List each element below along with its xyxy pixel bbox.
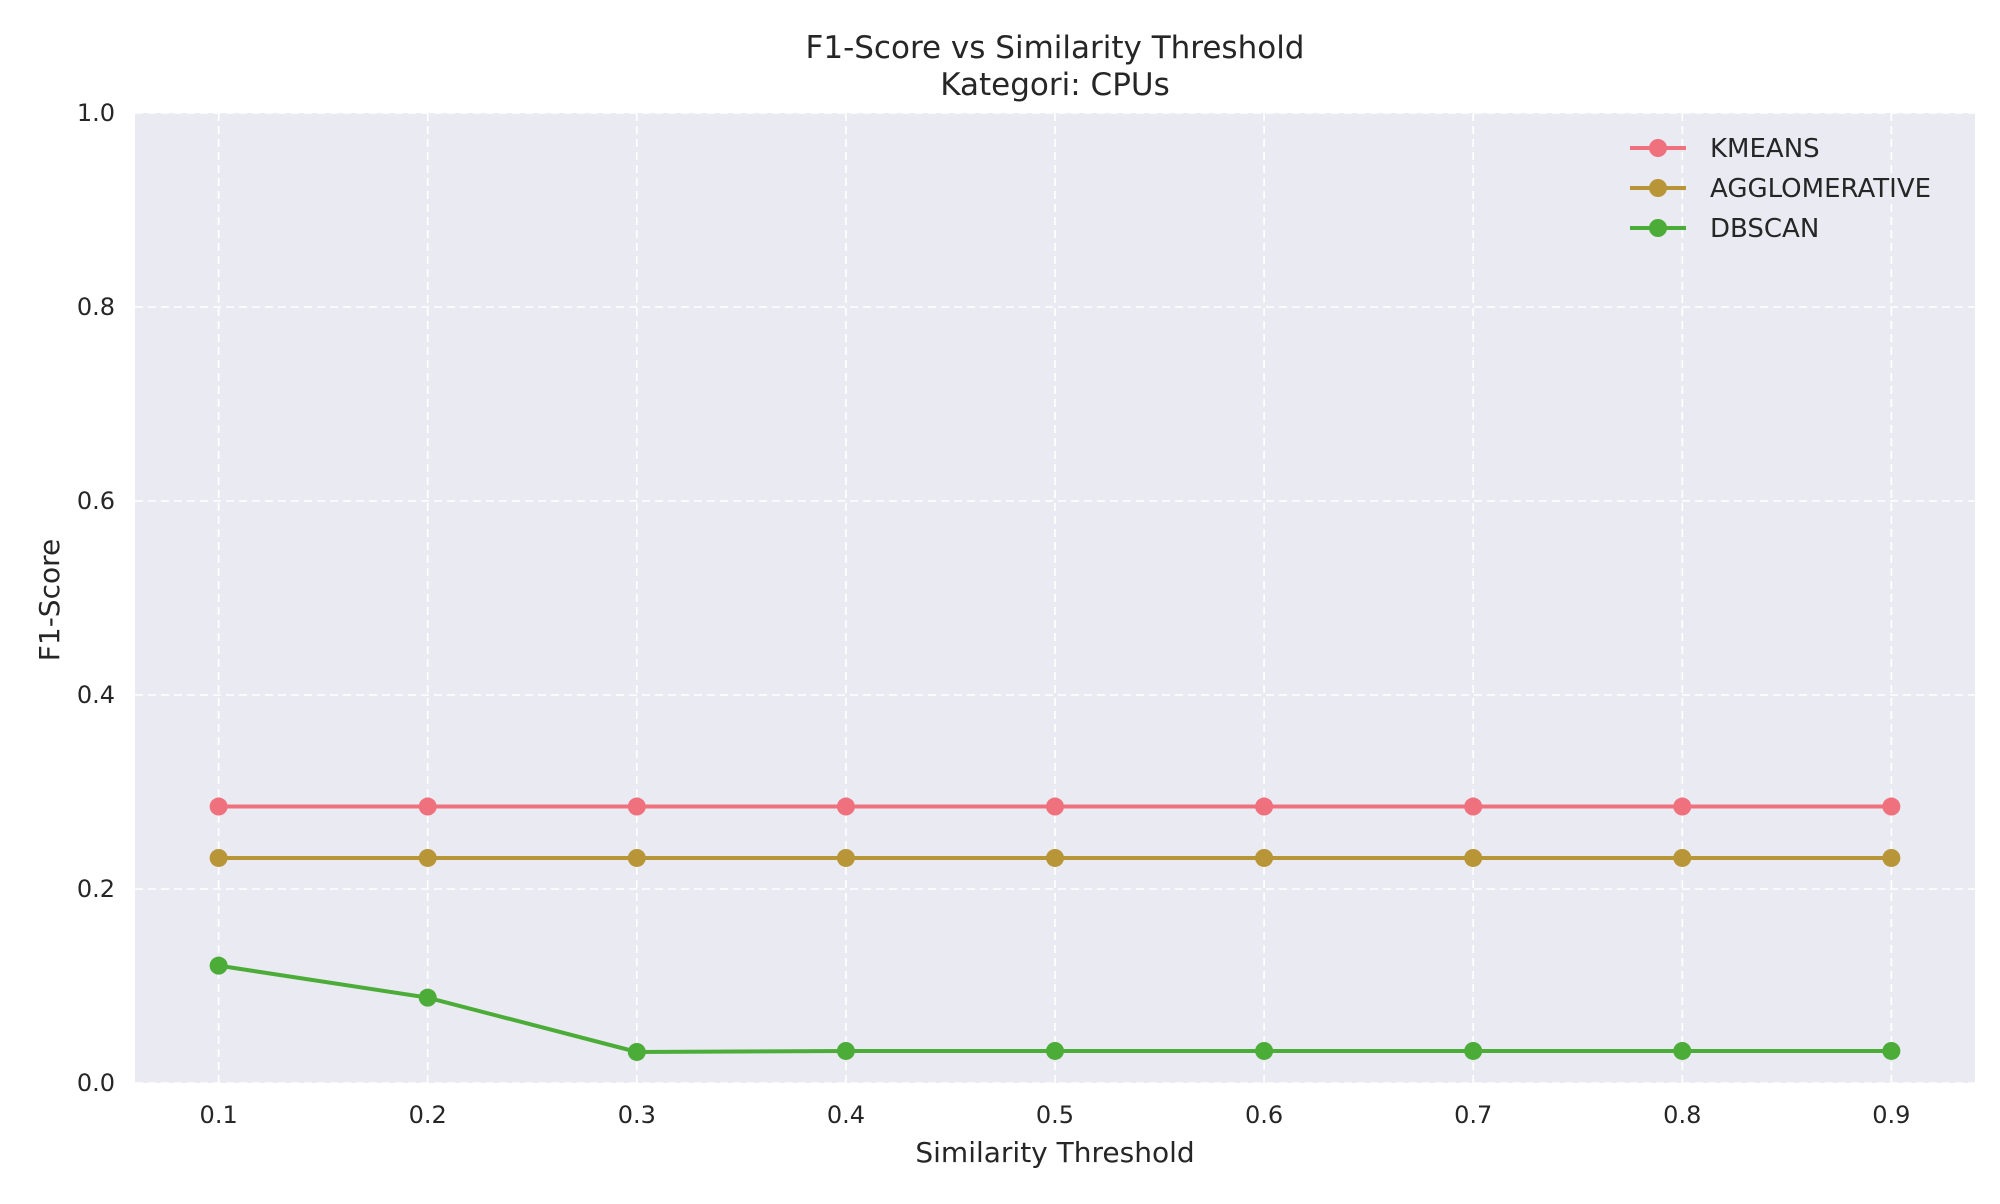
legend-label: DBSCAN [1710, 214, 1819, 244]
legend-swatch-marker [1649, 179, 1667, 197]
y-axis-ticks: 0.0 0.2 0.4 0.6 0.8 1.0 [77, 99, 115, 1097]
x-tick-label: 0.4 [827, 1101, 865, 1129]
data-point [836, 1041, 855, 1060]
data-point [1882, 1041, 1901, 1060]
data-point [1673, 848, 1692, 867]
x-tick-label: 0.7 [1454, 1101, 1492, 1129]
legend-item: KMEANS [1630, 134, 1820, 164]
data-point [209, 956, 228, 975]
series-dbscan [209, 956, 1901, 1061]
data-point [418, 988, 437, 1007]
data-point [627, 797, 646, 816]
grid-lines [135, 112, 1975, 1084]
series-kmeans [209, 797, 1901, 816]
data-point [1255, 1041, 1274, 1060]
data-point [1673, 797, 1692, 816]
series-layer [209, 797, 1901, 1061]
y-tick-label: 0.2 [77, 875, 115, 903]
y-tick-label: 0.8 [77, 293, 115, 321]
y-tick-label: 0.4 [77, 681, 115, 709]
x-axis-ticks: 0.1 0.2 0.3 0.4 0.5 0.6 0.7 0.8 0.9 [200, 1101, 1911, 1129]
data-point [836, 848, 855, 867]
legend: KMEANS AGGLOMERATIVE DBSCAN [1630, 134, 1931, 244]
y-tick-label: 0.6 [77, 487, 115, 515]
data-point [1882, 848, 1901, 867]
data-point [418, 797, 437, 816]
data-point [836, 797, 855, 816]
legend-label: KMEANS [1710, 134, 1820, 164]
data-point [1673, 1041, 1692, 1060]
data-point [209, 848, 228, 867]
y-axis-label: F1-Score [33, 539, 66, 661]
legend-swatch-marker [1649, 219, 1667, 237]
series-agglomerative [209, 848, 1901, 867]
data-point [1046, 1041, 1064, 1060]
x-axis-label: Similarity Threshold [915, 1136, 1194, 1169]
data-point [1464, 797, 1483, 816]
x-tick-label: 0.8 [1663, 1101, 1701, 1129]
data-point [418, 848, 437, 867]
data-point [627, 848, 646, 867]
x-tick-label: 0.9 [1872, 1101, 1910, 1129]
x-tick-label: 0.1 [200, 1101, 238, 1129]
legend-item: AGGLOMERATIVE [1630, 174, 1931, 204]
y-tick-label: 1.0 [77, 99, 115, 127]
data-point [1464, 1041, 1483, 1060]
legend-label: AGGLOMERATIVE [1710, 174, 1931, 204]
x-tick-label: 0.3 [618, 1101, 656, 1129]
chart-subtitle: Kategori: CPUs [940, 67, 1170, 103]
data-point [1046, 848, 1064, 867]
data-point [1882, 797, 1901, 816]
data-point [209, 797, 228, 816]
data-point [627, 1042, 646, 1061]
legend-item: DBSCAN [1630, 214, 1819, 244]
legend-swatch-marker [1649, 139, 1667, 157]
x-tick-label: 0.2 [409, 1101, 447, 1129]
data-point [1255, 797, 1274, 816]
y-tick-label: 0.0 [77, 1069, 115, 1097]
data-point [1046, 797, 1064, 816]
x-tick-label: 0.5 [1036, 1101, 1074, 1129]
data-point [1255, 848, 1274, 867]
x-tick-label: 0.6 [1245, 1101, 1283, 1129]
chart-title: F1-Score vs Similarity Threshold [806, 30, 1305, 66]
data-point [1464, 848, 1483, 867]
